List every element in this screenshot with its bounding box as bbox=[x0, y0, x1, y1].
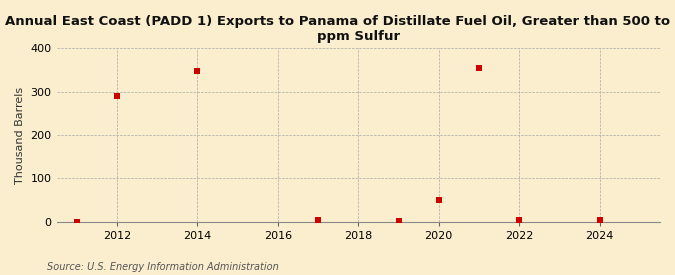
Text: Source: U.S. Energy Information Administration: Source: U.S. Energy Information Administ… bbox=[47, 262, 279, 272]
Point bbox=[433, 198, 444, 202]
Title: Annual East Coast (PADD 1) Exports to Panama of Distillate Fuel Oil, Greater tha: Annual East Coast (PADD 1) Exports to Pa… bbox=[5, 15, 675, 43]
Point bbox=[72, 219, 82, 224]
Point bbox=[192, 69, 202, 73]
Y-axis label: Thousand Barrels: Thousand Barrels bbox=[15, 86, 25, 184]
Point bbox=[594, 218, 605, 223]
Point bbox=[474, 66, 485, 70]
Point bbox=[393, 219, 404, 223]
Point bbox=[514, 217, 524, 222]
Point bbox=[111, 94, 122, 99]
Point bbox=[313, 218, 323, 223]
